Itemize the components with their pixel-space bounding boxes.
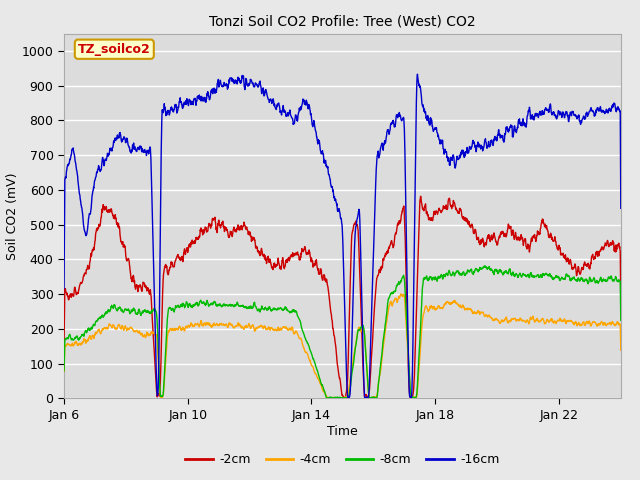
Legend: -2cm, -4cm, -8cm, -16cm: -2cm, -4cm, -8cm, -16cm — [180, 448, 504, 471]
Text: TZ_soilco2: TZ_soilco2 — [78, 43, 150, 56]
Y-axis label: Soil CO2 (mV): Soil CO2 (mV) — [6, 172, 19, 260]
X-axis label: Time: Time — [327, 425, 358, 438]
Title: Tonzi Soil CO2 Profile: Tree (West) CO2: Tonzi Soil CO2 Profile: Tree (West) CO2 — [209, 14, 476, 28]
